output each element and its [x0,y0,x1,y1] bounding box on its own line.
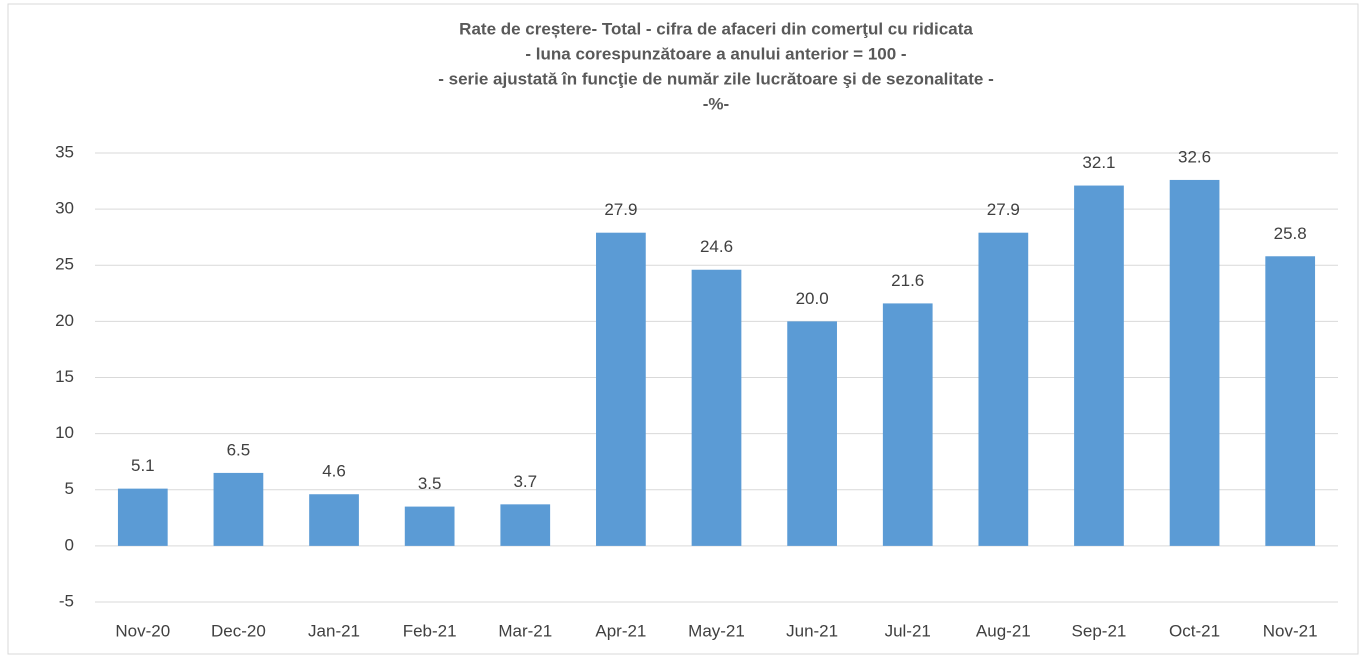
x-tick-label: Aug-21 [976,621,1031,640]
y-tick-label: 10 [55,423,74,442]
y-tick-label: 5 [65,479,74,498]
bar [978,232,1029,546]
bar [1265,256,1316,546]
y-tick-label: 25 [55,255,74,274]
x-tick-label: Nov-21 [1263,621,1318,640]
x-tick-label: Jul-21 [885,621,931,640]
x-tick-label: Mar-21 [498,621,552,640]
bar [500,504,551,546]
data-label: 20.0 [796,289,829,308]
data-label: 6.5 [227,440,251,459]
bar [596,232,646,546]
data-label: 27.9 [604,200,637,219]
bar [1169,179,1220,546]
data-label: 21.6 [891,271,924,290]
y-tick-label: -5 [59,591,74,610]
chart-title: - luna corespunzătoare a anului anterior… [525,44,906,63]
data-label: 25.8 [1274,224,1307,243]
data-label: 3.5 [418,474,442,493]
data-label: 5.1 [131,456,155,475]
x-tick-label: Jan-21 [308,621,360,640]
bar [882,303,933,546]
x-tick-label: Oct-21 [1169,621,1220,640]
x-tick-label: Sep-21 [1072,621,1127,640]
data-label: 27.9 [987,200,1020,219]
bar [404,506,455,546]
x-tick-label: Jun-21 [786,621,838,640]
x-tick-label: Apr-21 [595,621,646,640]
y-tick-label: 15 [55,367,74,386]
y-tick-label: 20 [55,311,74,330]
bar [787,321,837,546]
x-tick-label: Feb-21 [403,621,457,640]
bar [309,494,359,546]
bar [213,472,264,546]
chart-title: Rate de creștere- Total - cifra de aface… [459,19,973,38]
chart-title: - serie ajustată în funcţie de număr zil… [438,69,994,88]
x-tick-label: May-21 [688,621,745,640]
data-label: 4.6 [322,462,346,481]
y-tick-label: 0 [65,535,74,554]
y-tick-label: 35 [55,142,74,161]
chart-title: -%- [703,94,729,113]
data-label: 24.6 [700,237,733,256]
data-label: 3.7 [513,472,537,491]
data-label: 32.1 [1082,153,1115,172]
x-tick-label: Nov-20 [115,621,170,640]
bar [1074,185,1124,546]
y-tick-label: 30 [55,199,74,218]
data-label: 32.6 [1178,147,1211,166]
chart-border [7,3,1359,655]
bar [117,488,168,546]
bar [691,269,742,546]
x-tick-label: Dec-20 [211,621,266,640]
